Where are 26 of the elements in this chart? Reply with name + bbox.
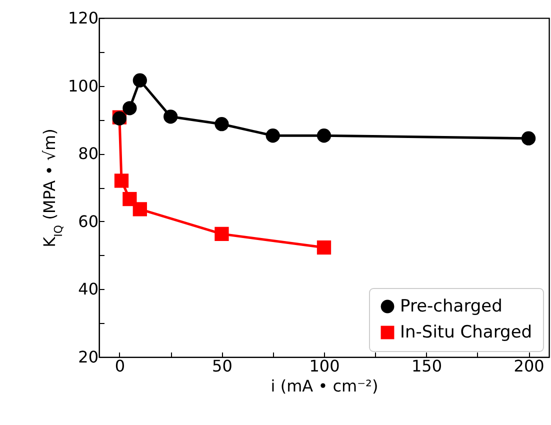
y-tick-label: 120 [68, 8, 98, 28]
y-tick-label: 100 [68, 76, 98, 96]
legend-label: In-Situ Charged [400, 322, 532, 342]
x-tick-label: 50 [212, 356, 232, 376]
legend-label: Pre-charged [400, 296, 502, 316]
point [214, 226, 229, 242]
x-tick-label: 150 [412, 356, 442, 376]
y-tick-label: 80 [78, 144, 98, 164]
y-tick-label: 20 [78, 348, 98, 366]
point [266, 128, 280, 143]
x-tick-label: 200 [514, 356, 544, 376]
point [122, 101, 137, 116]
point [122, 192, 137, 206]
point [132, 202, 147, 216]
x-axis-title: i (mA • cm⁻²) [270, 376, 378, 396]
point [114, 174, 129, 188]
point [316, 128, 332, 143]
y-tick-label: 40 [78, 280, 98, 299]
point [132, 73, 147, 88]
point [164, 110, 178, 124]
x-tick-label: 100 [309, 356, 340, 376]
point [521, 131, 536, 146]
point [316, 240, 332, 255]
point [214, 117, 229, 132]
y-tick-label: 60 [78, 212, 98, 231]
x-tick-label: 0 [114, 356, 126, 376]
